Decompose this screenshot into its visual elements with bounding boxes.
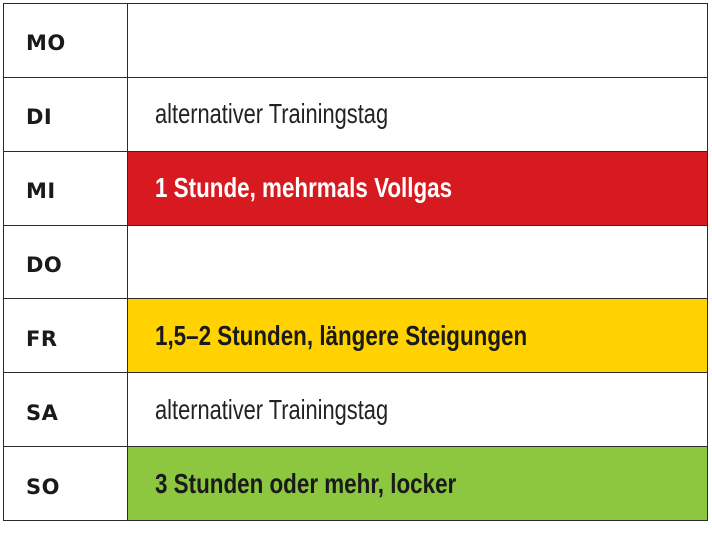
- plan-cell: 1,5–2 Stunden, längere Steigungen: [127, 298, 708, 374]
- plan-cell: alternativer Trainingstag: [127, 372, 708, 448]
- table-row: SO 3 Stunden oder mehr, locker: [3, 446, 708, 521]
- plan-cell: [127, 3, 708, 78]
- plan-text: 1,5–2 Stunden, längere Steigungen: [155, 319, 528, 351]
- table-row: DI alternativer Trainingstag: [3, 76, 708, 152]
- plan-text: 1 Stunde, mehrmals Vollgas: [155, 172, 453, 204]
- plan-cell: [127, 224, 708, 300]
- day-label: DI: [3, 76, 128, 152]
- plan-cell: alternativer Trainingstag: [127, 76, 708, 152]
- plan-cell: 3 Stunden oder mehr, locker: [127, 446, 708, 521]
- plan-text: alternativer Trainingstag: [155, 393, 389, 425]
- plan-cell: 1 Stunde, mehrmals Vollgas: [127, 150, 708, 226]
- day-label: DO: [3, 224, 128, 300]
- plan-text: alternativer Trainingstag: [155, 98, 389, 130]
- day-label: SO: [3, 446, 128, 521]
- table-row: MI 1 Stunde, mehrmals Vollgas: [3, 150, 708, 226]
- day-label: SA: [3, 372, 128, 448]
- training-schedule-table: MO DI alternativer Trainingstag MI 1 Stu…: [3, 3, 708, 521]
- table-row: DO: [3, 224, 708, 300]
- day-label: FR: [3, 298, 128, 374]
- table-row: SA alternativer Trainingstag: [3, 372, 708, 448]
- table-row: FR 1,5–2 Stunden, längere Steigungen: [3, 298, 708, 374]
- day-label: MO: [3, 3, 128, 78]
- day-label: MI: [3, 150, 128, 226]
- plan-text: 3 Stunden oder mehr, locker: [155, 467, 457, 499]
- table-row: MO: [3, 3, 708, 78]
